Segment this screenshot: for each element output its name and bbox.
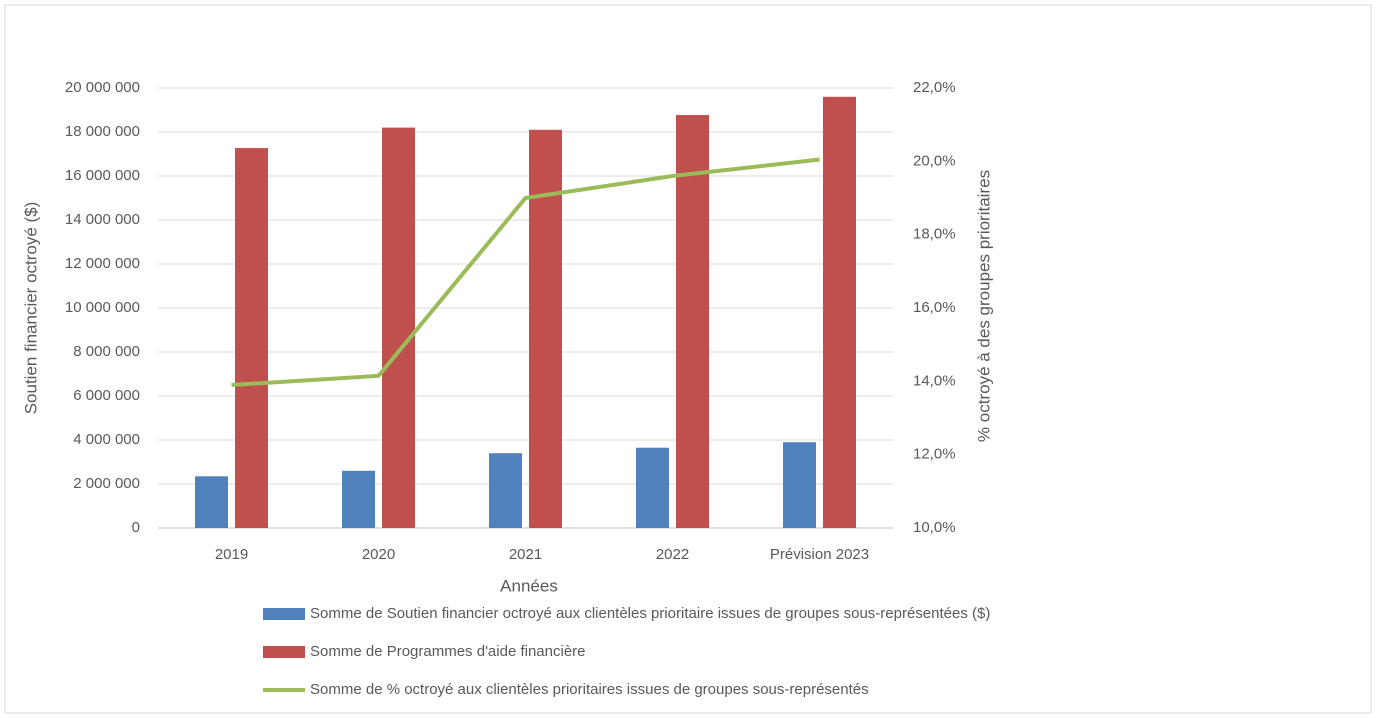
y-tick-label: 20 000 000 <box>65 79 140 96</box>
y2-tick-label: 12,0% <box>913 446 956 463</box>
y-tick-label: 12 000 000 <box>65 255 140 272</box>
bar <box>783 442 816 528</box>
y2-axis-title: % octroyé à des groupes prioritaires <box>974 170 993 442</box>
line <box>231 157 820 387</box>
x-tick-label: 2019 <box>215 546 248 563</box>
bar <box>676 115 709 528</box>
bar <box>823 96 856 529</box>
bar <box>235 148 268 528</box>
y-tick-label: 2 000 000 <box>73 475 140 492</box>
y2-tick-label: 16,0% <box>913 299 956 316</box>
y2-tick-label: 10,0% <box>913 519 956 536</box>
y-tick-label: 4 000 000 <box>73 431 140 448</box>
x-tick-label: 2021 <box>509 546 542 563</box>
bar <box>529 129 562 529</box>
y-tick-label: 10 000 000 <box>65 299 140 316</box>
y-tick-label: 8 000 000 <box>73 343 140 360</box>
x-tick-label: 2022 <box>656 546 689 563</box>
bar <box>382 127 415 528</box>
legend-label: Somme de Soutien financier octroyé aux c… <box>310 605 990 622</box>
y-tick-label: 14 000 000 <box>65 211 140 228</box>
bar <box>636 447 669 528</box>
y-axis-title: Soutien financier octroyé ($) <box>21 202 40 415</box>
x-tick-label: 2020 <box>362 546 395 563</box>
y2-tick-label: 20,0% <box>913 152 956 169</box>
legend-label: Somme de Programmes d'aide financière <box>310 643 586 660</box>
y-tick-label: 0 <box>132 519 140 536</box>
legend-swatch <box>263 646 305 658</box>
legend-swatch <box>263 608 305 620</box>
bar <box>489 453 522 528</box>
y-tick-label: 16 000 000 <box>65 167 140 184</box>
y2-tick-label: 18,0% <box>913 226 956 243</box>
y-tick-label: 18 000 000 <box>65 123 140 140</box>
x-tick-label: Prévision 2023 <box>770 546 869 563</box>
x-axis-title: Années <box>500 576 558 595</box>
legend-label: Somme de % octroyé aux clientèles priori… <box>310 681 869 698</box>
bar <box>342 470 375 528</box>
y2-tick-label: 22,0% <box>913 79 956 96</box>
bar <box>195 476 228 528</box>
y2-tick-label: 14,0% <box>913 372 956 389</box>
y-tick-label: 6 000 000 <box>73 387 140 404</box>
